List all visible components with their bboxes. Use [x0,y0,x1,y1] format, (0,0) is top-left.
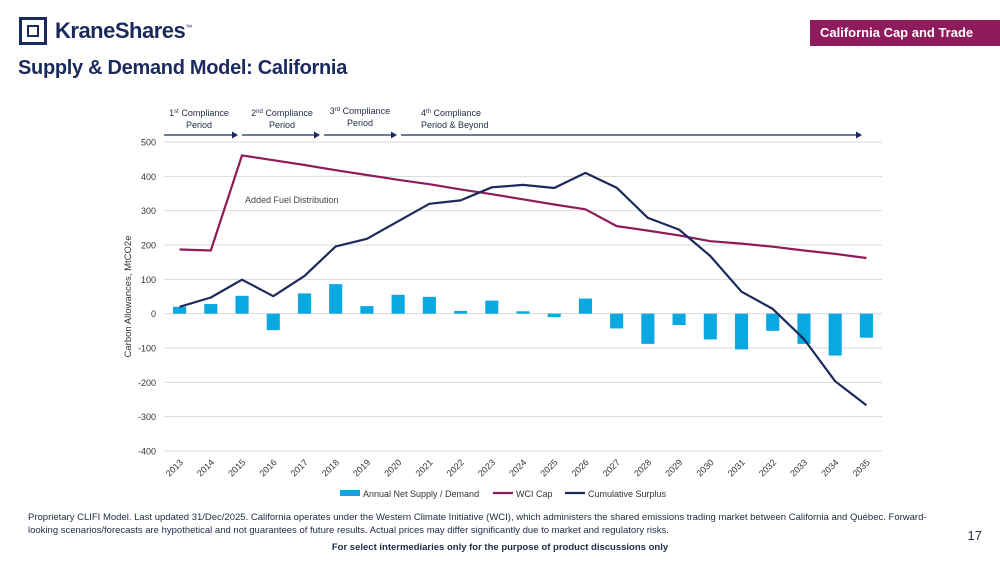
y-tick-label: 300 [141,206,156,216]
legend-label: Cumulative Surplus [588,489,667,499]
x-tick-label: 2026 [570,457,591,478]
x-tick-label: 2022 [445,457,466,478]
x-tick-label: 2028 [632,457,653,478]
period-label-line2: Period & Beyond [421,120,489,130]
x-tick-label: 2023 [476,457,497,478]
x-tick-label: 2013 [164,457,185,478]
logo-text: KraneShares™ [55,18,192,43]
x-tick-label: 2016 [257,457,278,478]
bar-annual-net [703,313,717,340]
bar-annual-net [391,294,405,314]
period-label-line1: 3rd Compliance [330,106,390,116]
period-label-line2: Period [347,118,373,128]
x-tick-label: 2019 [351,457,372,478]
bar-annual-net [859,313,873,338]
x-tick-label: 2032 [757,457,778,478]
line-cumulative-surplus [179,171,868,407]
bar-annual-net [297,293,312,314]
bar-annual-net [734,313,749,350]
x-tick-label: 2033 [788,457,809,478]
y-tick-label: 100 [141,275,156,285]
period-label-line1: 4th Compliance [421,108,481,118]
bar-annual-net [235,295,249,314]
y-tick-label: -100 [138,344,156,354]
bar-annual-net [578,298,592,314]
arrow-head-icon [391,131,397,139]
bar-annual-net [516,311,530,314]
x-tick-label: 2025 [538,457,559,478]
y-tick-label: -400 [138,447,156,457]
period-label-line2: Period [269,120,295,130]
line-wci-cap [179,154,867,260]
bar-annual-net [422,296,436,314]
y-tick-label: 400 [141,172,156,182]
x-tick-label: 2027 [601,457,622,478]
section-badge: California Cap and Trade [810,20,1000,46]
period-label-line1: 2nd Compliance [251,108,313,118]
period-label-line1: 1st Compliance [169,108,229,118]
arrow-head-icon [314,131,320,139]
x-tick-label: 2029 [663,457,684,478]
x-tick-label: 2018 [320,457,341,478]
footnote: Proprietary CLIFI Model. Last updated 31… [28,512,927,536]
legend-swatch-bar [340,490,360,496]
bar-annual-net [329,284,343,314]
bar-annual-net [360,306,374,314]
bar-annual-net [766,313,780,331]
y-tick-label: -200 [138,378,156,388]
legend-label: Annual Net Supply / Demand [363,489,479,499]
disclaimer: For select intermediaries only for the p… [331,542,669,553]
legend-label: WCI Cap [516,489,553,499]
x-tick-label: 2030 [694,457,715,478]
bar-annual-net [547,313,561,318]
kraneshares-logo: KraneShares™ [19,17,192,45]
x-tick-label: 2014 [195,457,216,478]
bar-annual-net [173,306,187,314]
logo-mark-icon [19,17,47,45]
x-tick-label: 2034 [819,457,840,478]
x-tick-label: 2021 [414,457,435,478]
y-tick-label: 500 [141,138,156,148]
bar-annual-net [672,313,686,325]
bar-annual-net [454,310,468,314]
arrow-head-icon [232,131,238,139]
bar-annual-net [828,313,842,356]
x-tick-label: 2024 [507,457,528,478]
x-tick-label: 2017 [289,457,310,478]
bar-annual-net [641,313,655,344]
x-tick-label: 2020 [382,457,403,478]
bar-annual-net [485,300,499,314]
x-tick-label: 2035 [851,457,872,478]
period-label-line2: Period [186,120,212,130]
bar-annual-net [266,313,280,331]
annotation-added-fuel: Added Fuel Distribution [245,195,339,205]
x-tick-label: 2015 [226,457,247,478]
y-tick-label: -300 [138,412,156,422]
x-tick-label: 2031 [726,457,747,478]
y-tick-label: 0 [151,309,156,319]
y-tick-label: 200 [141,241,156,251]
page-title: Supply & Demand Model: California [18,57,348,79]
y-axis-label: Carbon Allowances, MtCO2e [123,236,134,358]
bar-annual-net [610,313,624,329]
arrow-head-icon [856,131,862,139]
bar-annual-net [204,304,218,314]
page-number: 17 [967,528,982,543]
